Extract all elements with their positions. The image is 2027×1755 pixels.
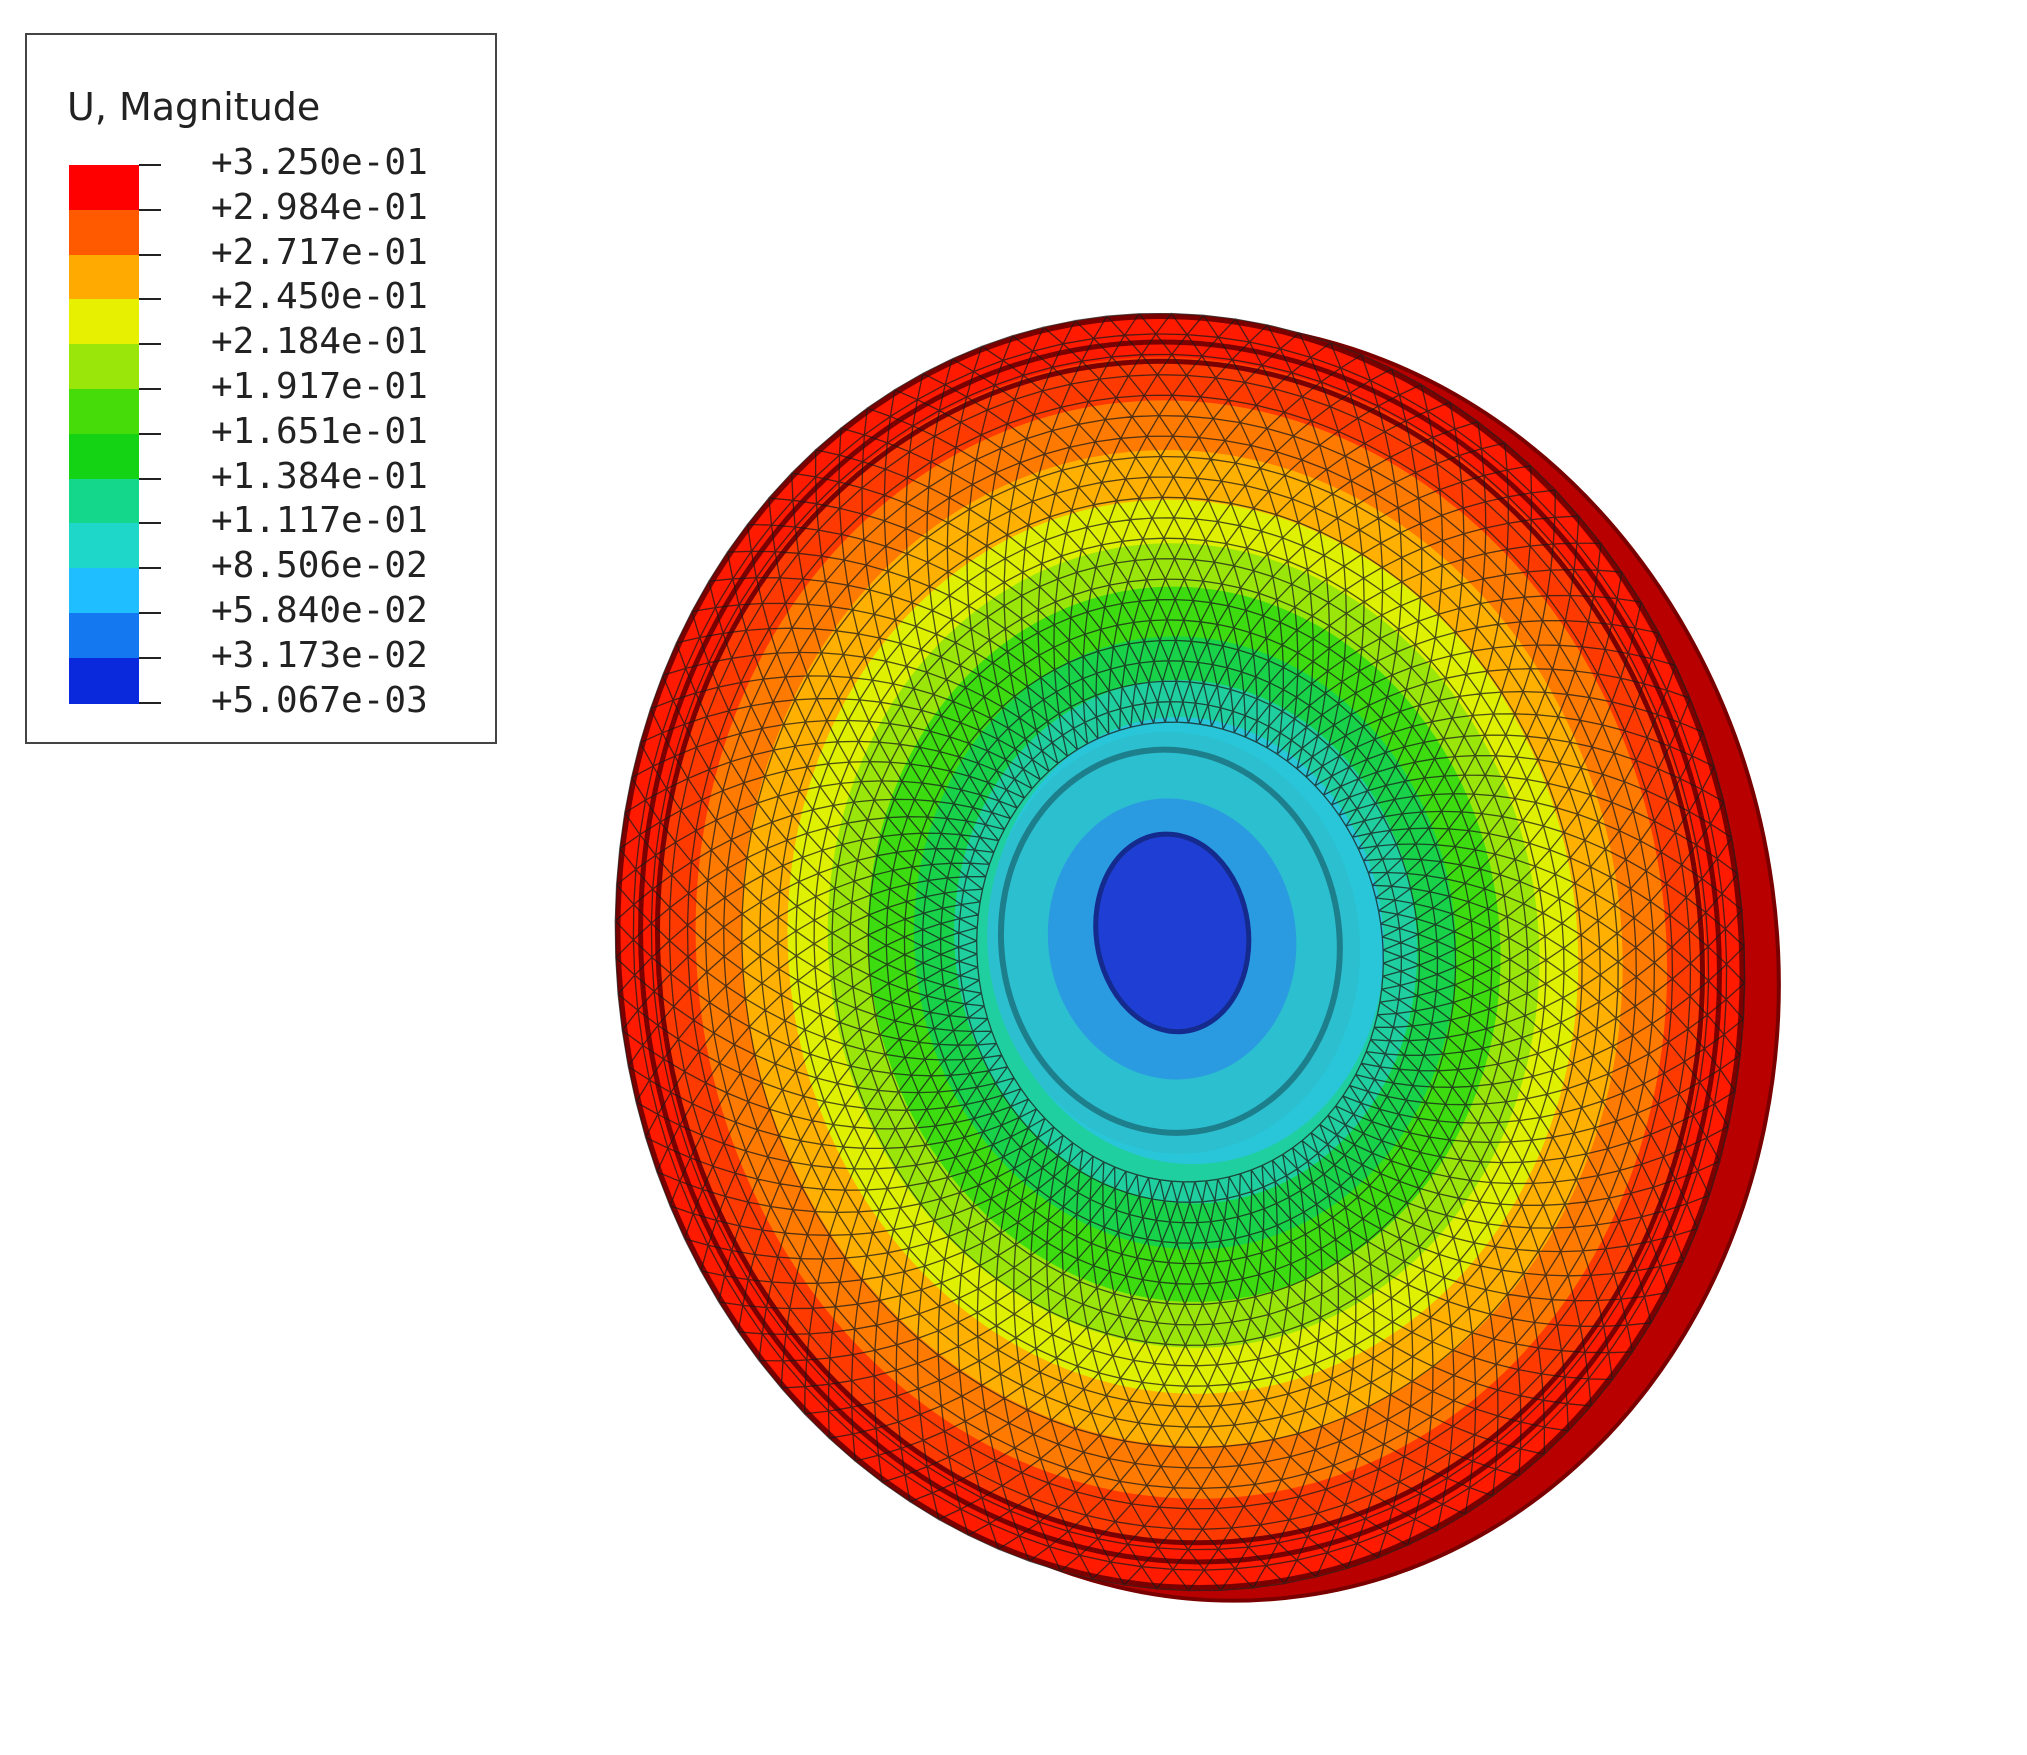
legend-swatch: [69, 568, 139, 614]
legend-tick: [139, 567, 161, 570]
legend-swatch: [69, 209, 139, 256]
rim-ring: [615, 314, 1745, 1590]
legend-swatch: [69, 165, 139, 211]
legend-box: U, Magnitude +3.250e-01 +2.984e-01 +2.717e…: [25, 33, 497, 744]
hub-center: [1093, 831, 1252, 1035]
legend-swatch: [69, 433, 139, 480]
legend-level-label: +3.250e-01: [211, 142, 428, 183]
legend-swatch: [69, 613, 139, 659]
legend-swatch: [69, 344, 139, 390]
legend-level-label: +2.984e-01: [211, 186, 428, 228]
legend-tick: [139, 253, 161, 256]
hub-ring: [997, 746, 1343, 1136]
legend-tick: [139, 656, 161, 659]
legend-level-label: +5.067e-03: [211, 679, 428, 721]
legend-tick: [139, 432, 161, 435]
legend-level-label: +1.651e-01: [211, 410, 428, 452]
legend-tick: [139, 612, 161, 614]
legend-title: U, Magnitude: [67, 85, 321, 129]
legend-tick: [139, 208, 161, 211]
legend-level-label: +1.384e-01: [211, 455, 428, 497]
legend-level-label: +2.717e-01: [211, 231, 428, 273]
legend-tick: [139, 343, 161, 346]
disc-center-hub: [987, 732, 1361, 1154]
legend-swatch: [69, 299, 139, 346]
legend-swatch: [69, 478, 139, 525]
legend-level-label: +1.917e-01: [211, 366, 428, 407]
legend-level-label: +3.173e-02: [211, 634, 428, 676]
legend-tick: [139, 164, 161, 166]
legend-level-label: +1.117e-01: [211, 500, 428, 542]
legend-tick: [139, 701, 161, 704]
legend-tick: [139, 388, 161, 390]
mesh-lines: [614, 312, 1746, 1592]
rim-ring: [655, 358, 1705, 1546]
legend-tick: [139, 522, 161, 525]
legend-level-label: +2.184e-01: [211, 321, 428, 363]
disc-mesh: [614, 312, 1746, 1592]
legend-swatch: [69, 657, 139, 704]
legend-swatch: [69, 523, 139, 570]
legend-tick: [139, 477, 161, 480]
rim-ring: [638, 339, 1722, 1565]
legend-swatch: [69, 389, 139, 435]
legend-level-label: +8.506e-02: [211, 545, 428, 587]
legend-level-label: +5.840e-02: [211, 590, 428, 631]
legend-swatch: [69, 254, 139, 301]
legend-level-label: +2.450e-01: [211, 276, 428, 318]
legend-tick: [139, 298, 161, 301]
